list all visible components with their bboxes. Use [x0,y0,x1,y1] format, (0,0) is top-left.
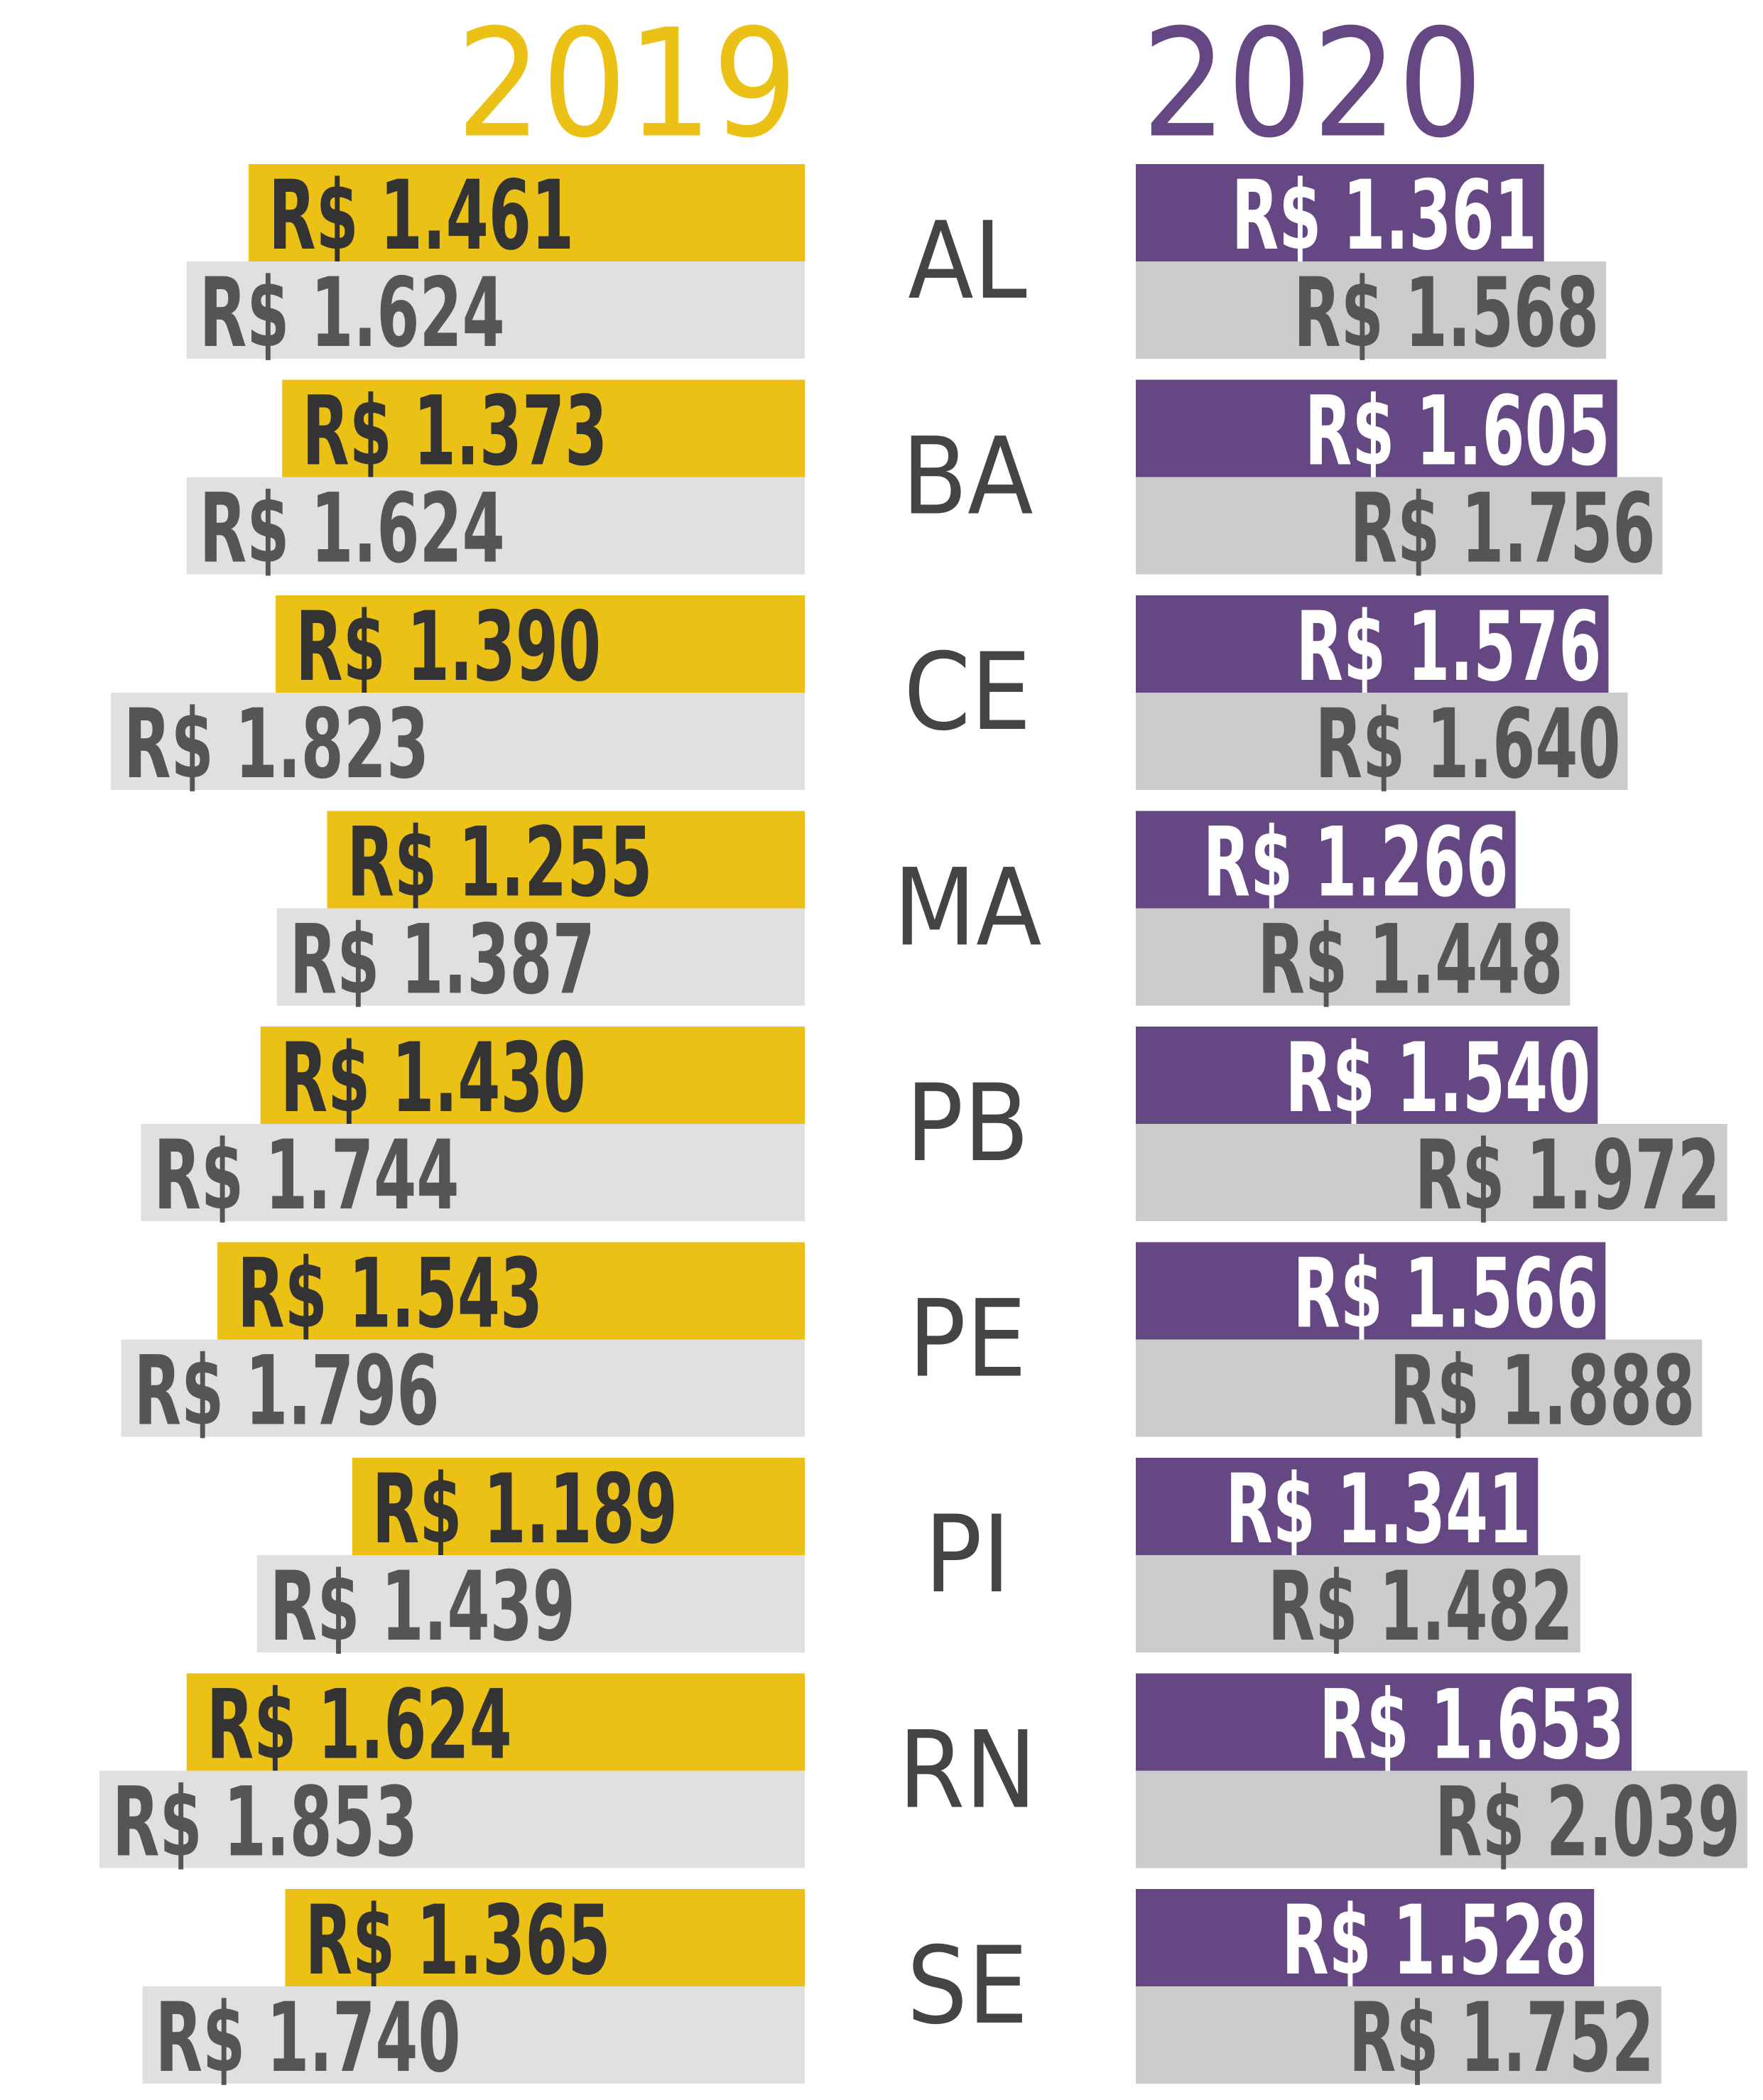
value-label: R$ 1.823 [124,688,429,800]
value-label: R$ 1.972 [1415,1120,1720,1231]
bar [352,1458,805,1555]
bar [1136,1339,1703,1437]
category-label: BA [902,416,1034,539]
value-label: R$ 1.461 [268,160,574,271]
bar [1136,693,1628,790]
value-label: R$ 1.387 [290,904,595,1016]
bar [260,1027,805,1124]
value-label: R$ 1.624 [200,257,505,369]
category-label: AL [908,200,1026,323]
bar [217,1242,805,1340]
value-label: R$ 1.640 [1316,688,1621,800]
bar [249,164,805,261]
value-label: R$ 1.365 [305,1885,611,1996]
bar [256,1555,805,1652]
category-label: MA [894,847,1042,970]
value-label: R$ 1.543 [237,1238,543,1350]
bar [186,261,805,359]
value-label: R$ 1.341 [1225,1454,1531,1565]
value-label: R$ 1.568 [1293,257,1599,369]
value-label: R$ 1.373 [302,376,607,487]
bar [186,1673,805,1771]
value-label: R$ 1.361 [1232,160,1537,271]
value-label: R$ 2.039 [1435,1767,1740,1878]
value-label: R$ 1.430 [281,1022,586,1134]
bar [1136,1242,1606,1340]
value-label: R$ 1.744 [153,1120,459,1231]
bar [186,477,805,575]
bar [121,1339,805,1437]
category-label: RN [899,1709,1037,1833]
category-label: PI [924,1493,1010,1617]
value-label: R$ 1.796 [134,1336,440,1447]
panel-title: 2019 [456,0,798,171]
category-label: PB [906,1062,1029,1186]
bar [282,379,805,477]
value-label: R$ 1.390 [295,591,601,703]
value-label: R$ 1.888 [1389,1336,1695,1447]
bar [1136,477,1663,575]
value-label: R$ 1.605 [1305,376,1610,487]
bar [99,1770,805,1868]
value-label: R$ 1.482 [1268,1551,1573,1662]
bar [276,908,805,1006]
value-label: R$ 1.853 [112,1767,418,1878]
bar [111,693,805,790]
value-label: R$ 1.566 [1293,1238,1598,1350]
value-label: R$ 1.624 [207,1669,512,1781]
bar [1136,1027,1598,1124]
value-label: R$ 1.653 [1319,1669,1624,1781]
bar [142,1986,805,2084]
bar [1136,1673,1632,1771]
bar [1136,164,1544,261]
bar [141,1124,805,1221]
bar [1136,261,1607,359]
bar [327,811,805,909]
bar [1136,1889,1595,1986]
bar [1136,1458,1539,1555]
value-label: R$ 1.528 [1281,1885,1587,1996]
bar [285,1889,805,1986]
panel-title: 2020 [1141,0,1483,171]
category-label: SE [907,1925,1029,2048]
value-label: R$ 1.540 [1285,1022,1590,1134]
bar [1136,1555,1580,1652]
value-label: R$ 1.448 [1257,904,1563,1016]
bar [1136,1124,1727,1221]
bar [1136,1986,1661,2084]
value-label: R$ 1.756 [1350,473,1655,585]
bar [1136,908,1571,1006]
value-label: R$ 1.266 [1203,807,1509,919]
value-label: R$ 1.576 [1296,591,1601,703]
value-label: R$ 1.189 [372,1454,678,1565]
bar [1136,1770,1747,1868]
category-label: PE [908,1278,1027,1402]
bar [1136,595,1609,693]
value-label: R$ 1.752 [1349,1982,1654,2094]
value-label: R$ 1.255 [347,807,652,919]
value-label: R$ 1.439 [270,1551,575,1662]
bar [276,595,805,693]
bar [1136,811,1516,909]
value-label: R$ 1.624 [200,473,505,585]
category-label: CE [904,631,1031,754]
value-label: R$ 1.740 [156,1982,461,2094]
bar [1136,379,1617,477]
